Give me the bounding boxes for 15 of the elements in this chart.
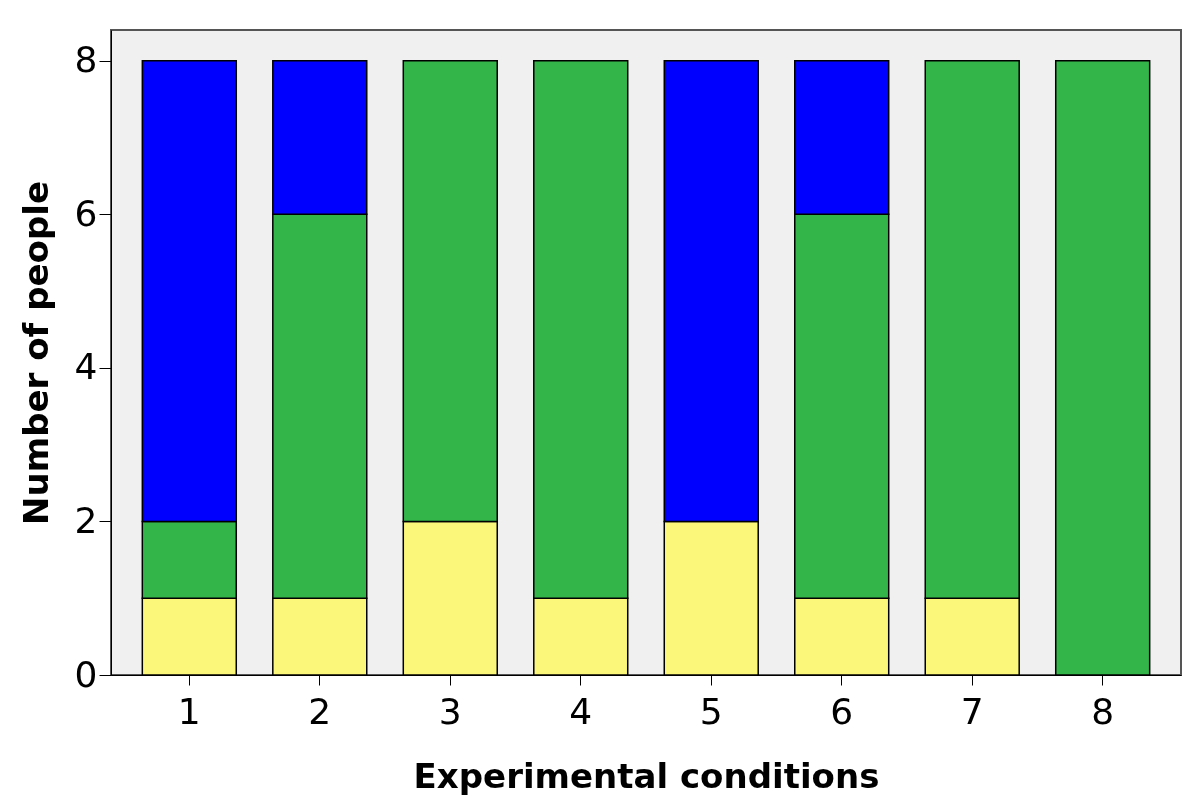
- x-tick-label: 4: [569, 690, 593, 732]
- y-tick-label: 0: [74, 653, 98, 695]
- y-tick-label: 2: [74, 499, 98, 541]
- y-tick-label: 8: [74, 39, 98, 81]
- y-tick-label: 6: [74, 192, 98, 234]
- x-axis-title: Experimental conditions: [413, 755, 880, 796]
- x-tick-label: 6: [830, 690, 854, 732]
- x-tick-label: 1: [177, 690, 201, 732]
- x-tick-label: 2: [308, 690, 332, 732]
- x-tick-label: 5: [699, 690, 723, 732]
- y-tick-label: 4: [74, 346, 98, 388]
- y-axis-title: Number of people: [15, 181, 56, 525]
- x-tick-label: 7: [960, 690, 984, 732]
- x-tick-label: 3: [438, 690, 462, 732]
- x-tick-label: 8: [1091, 690, 1115, 732]
